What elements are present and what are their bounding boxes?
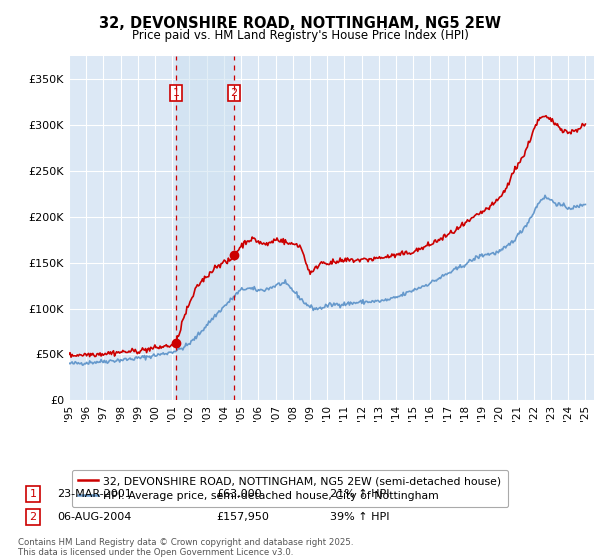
Text: 2: 2 (230, 88, 238, 98)
Legend: 32, DEVONSHIRE ROAD, NOTTINGHAM, NG5 2EW (semi-detached house), HPI: Average pri: 32, DEVONSHIRE ROAD, NOTTINGHAM, NG5 2EW… (72, 469, 508, 507)
Text: 1: 1 (173, 88, 179, 98)
Text: Price paid vs. HM Land Registry's House Price Index (HPI): Price paid vs. HM Land Registry's House … (131, 29, 469, 42)
Text: 21% ↑ HPI: 21% ↑ HPI (330, 489, 389, 499)
Bar (176, 56, 234, 400)
Text: 06-AUG-2004: 06-AUG-2004 (57, 512, 131, 522)
Text: £63,000: £63,000 (216, 489, 262, 499)
Text: 2: 2 (29, 512, 37, 522)
Text: 32, DEVONSHIRE ROAD, NOTTINGHAM, NG5 2EW: 32, DEVONSHIRE ROAD, NOTTINGHAM, NG5 2EW (99, 16, 501, 31)
Text: Contains HM Land Registry data © Crown copyright and database right 2025.
This d: Contains HM Land Registry data © Crown c… (18, 538, 353, 557)
Text: 1: 1 (29, 489, 37, 499)
Text: £157,950: £157,950 (216, 512, 269, 522)
Text: 39% ↑ HPI: 39% ↑ HPI (330, 512, 389, 522)
Text: 23-MAR-2001: 23-MAR-2001 (57, 489, 132, 499)
